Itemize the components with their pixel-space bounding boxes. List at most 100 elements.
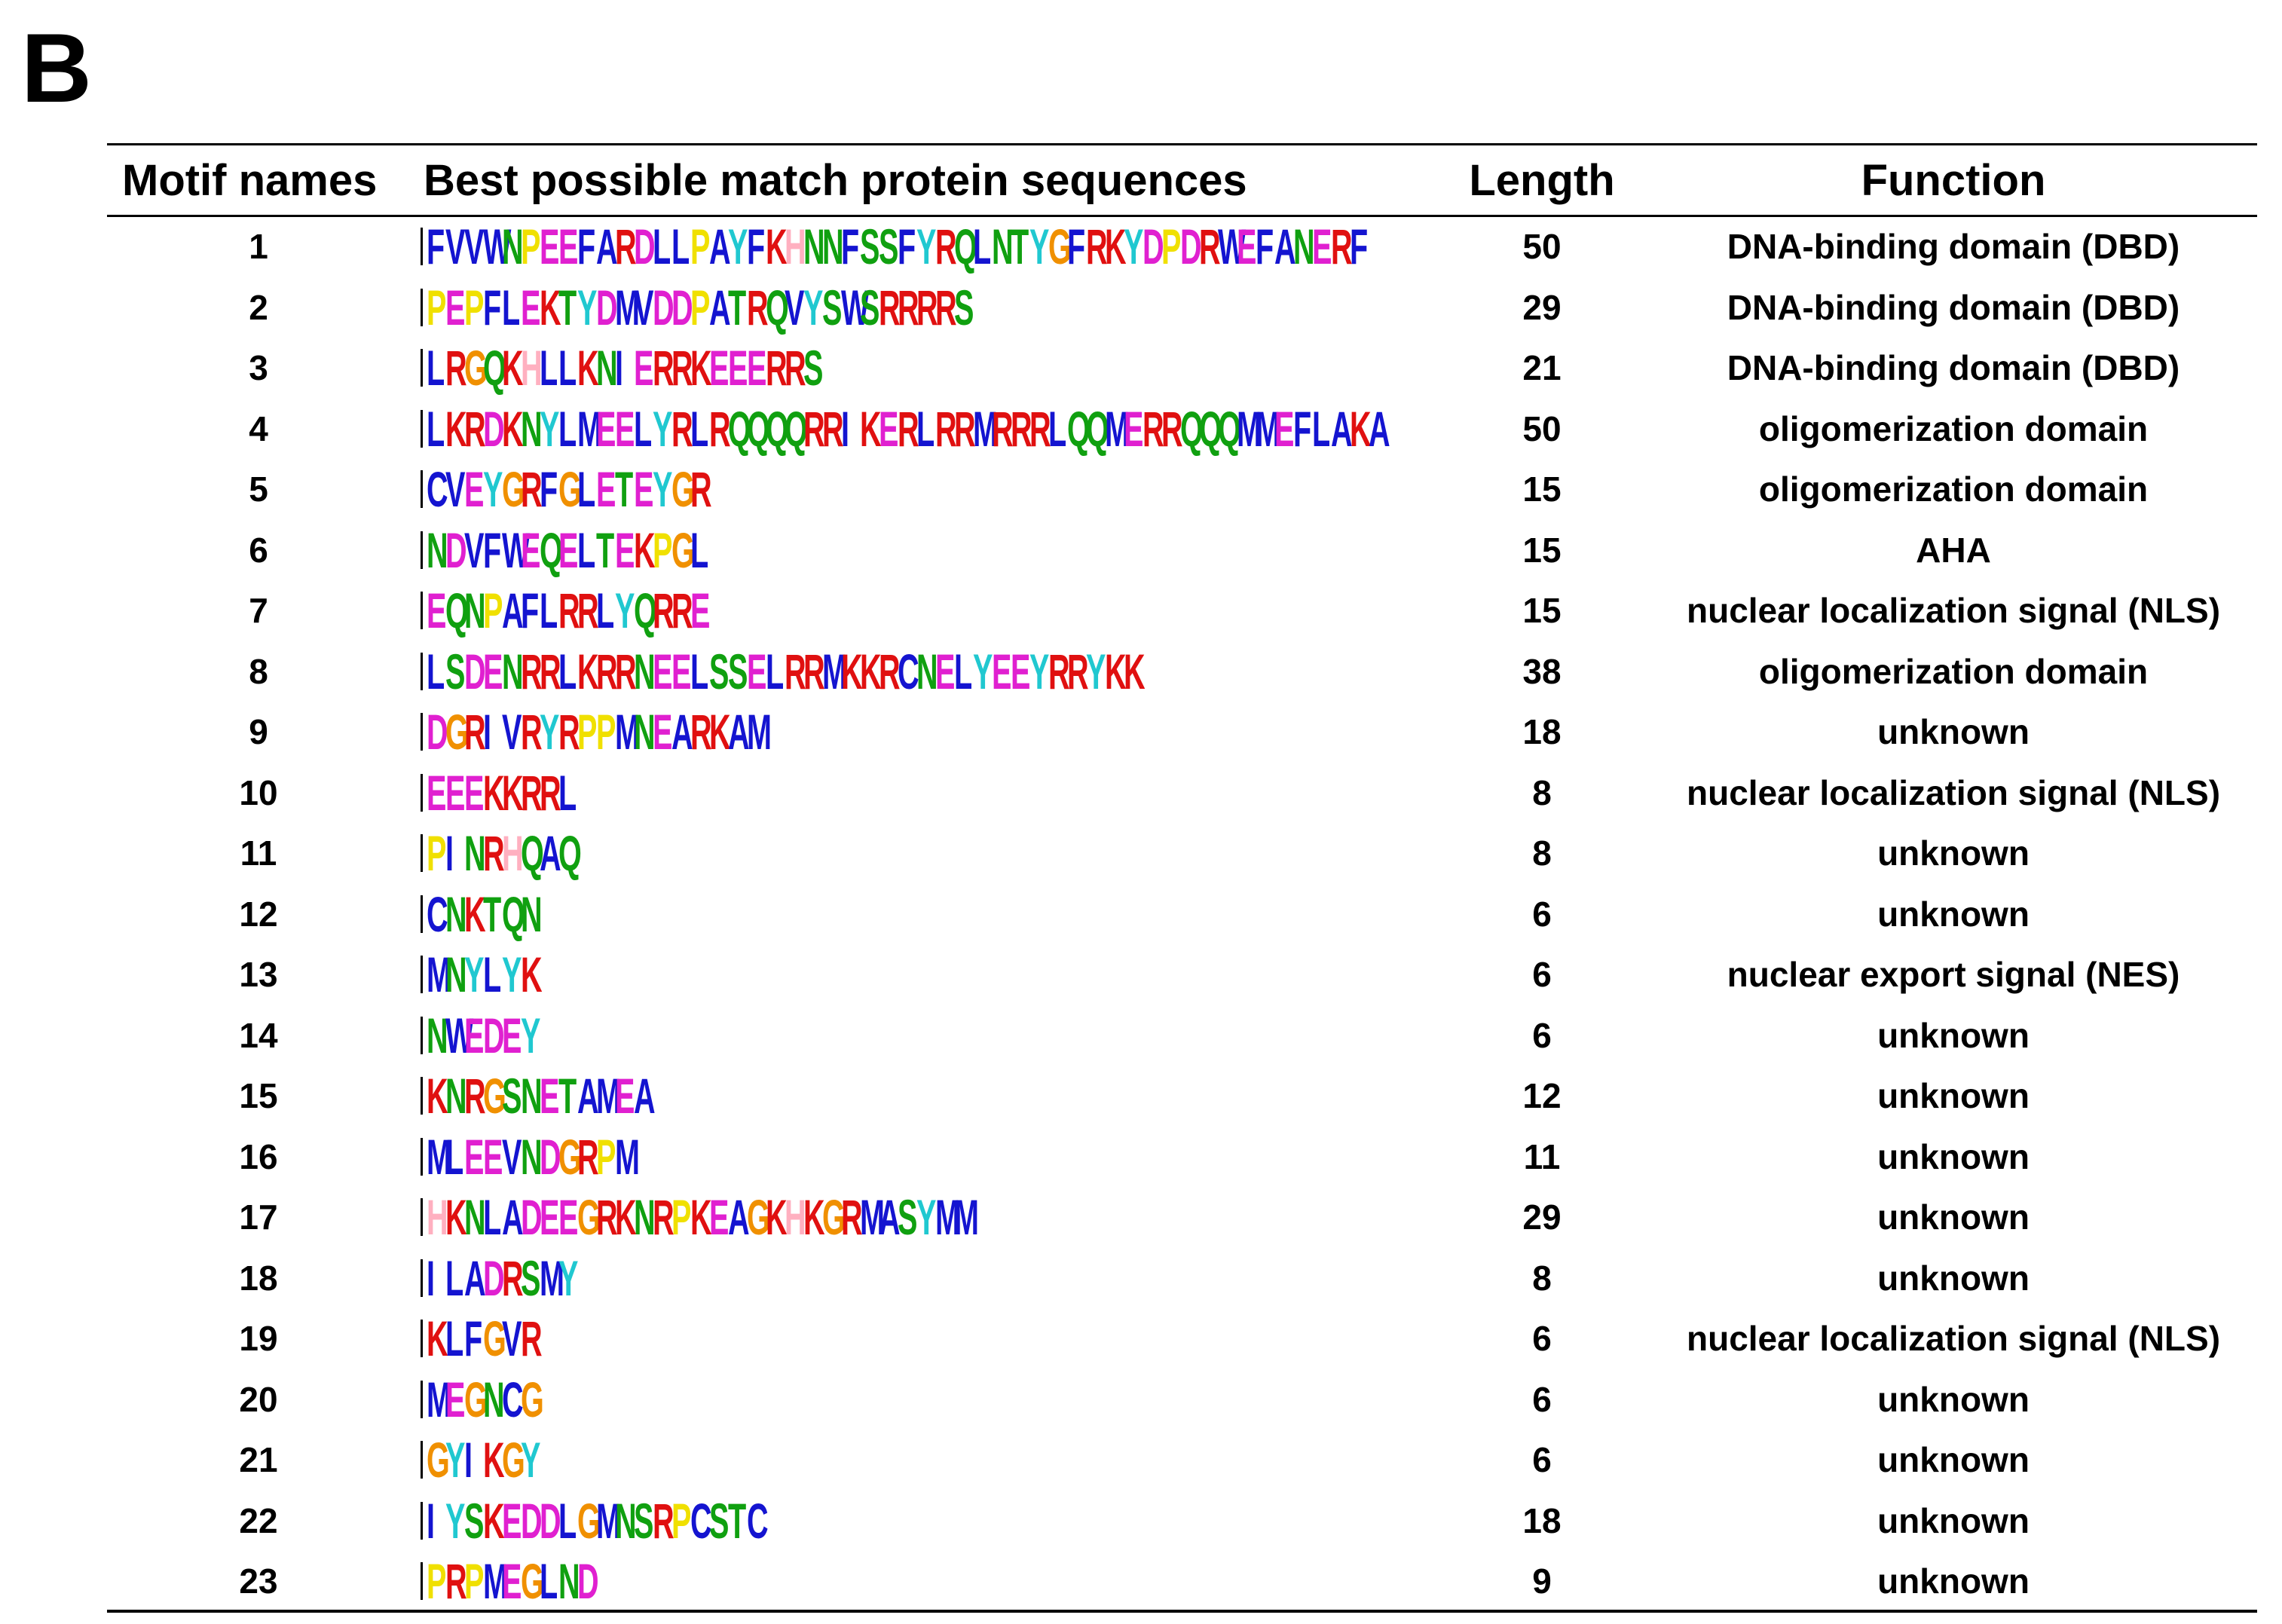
header-cell: Length	[1469, 156, 1615, 205]
sequence-logo: MNYLYK	[427, 947, 543, 1002]
function: unknown	[1877, 1561, 2030, 1601]
function: DNA-binding domain (DBD)	[1727, 287, 2180, 327]
bottom-rule	[107, 1610, 2257, 1613]
sequence-logo: LKRDKNYLMEELYRLRQQQQRRI KERLRRMRRRLQQMERR…	[427, 400, 1390, 457]
motif-name: 11	[240, 833, 277, 873]
function: unknown	[1877, 1197, 2030, 1237]
motif-name: 7	[249, 591, 268, 630]
logo-axis	[421, 1320, 423, 1357]
logo-axis	[421, 288, 423, 326]
panel-label: B	[21, 13, 92, 123]
motif-name: 23	[239, 1561, 278, 1601]
motif-name: 8	[249, 651, 268, 691]
function: unknown	[1877, 1379, 2030, 1419]
logo-axis	[421, 1441, 423, 1479]
sequence-logo: KNRGSNETAMEA	[427, 1068, 656, 1124]
function: unknown	[1877, 1136, 2030, 1176]
sequence-logo: EQNPAFLRRLYQRRE	[427, 583, 711, 638]
logo-axis	[421, 652, 423, 690]
sequence-logo: LSDENRRLKRRNEELSSELRRMKKRCNELYEEYRRYKK	[427, 643, 1146, 699]
length: 21	[1522, 348, 1562, 387]
logo-axis	[421, 228, 423, 265]
logo-axis	[421, 409, 423, 448]
sequence-logo: CVEYGRFGLETEYGR	[427, 461, 712, 517]
length: 6	[1532, 1440, 1552, 1479]
logo-axis	[421, 1077, 423, 1115]
logo-axis	[421, 1259, 423, 1297]
length: 6	[1532, 1319, 1552, 1358]
motif-name: 4	[249, 408, 268, 448]
length: 29	[1522, 1197, 1562, 1237]
sequence-logo: DGRI VRYRPPMNEARKAM	[427, 704, 772, 760]
motif-name: 10	[239, 772, 278, 812]
motif-name: 14	[239, 1015, 278, 1055]
function: oligomerization domain	[1758, 469, 2149, 509]
sequence-logo: I LADRSMY	[427, 1249, 579, 1306]
function: oligomerization domain	[1758, 408, 2149, 448]
length: 6	[1532, 894, 1552, 934]
logo-axis	[421, 470, 423, 508]
sequence-logo: NDVFWEQELTEKPGL	[427, 521, 709, 578]
length: 8	[1532, 772, 1552, 812]
motif-name: 12	[239, 894, 278, 934]
sequence-logo: MLEEVNDGRPM	[427, 1128, 640, 1185]
length: 6	[1532, 1015, 1552, 1055]
function: unknown	[1877, 894, 2030, 934]
motif-name: 15	[239, 1076, 278, 1115]
logo-axis	[421, 592, 423, 629]
motif-name: 6	[249, 530, 268, 570]
length: 18	[1522, 712, 1562, 751]
function: nuclear localization signal (NLS)	[1686, 772, 2221, 812]
sequence-logo: GYI KGY	[427, 1432, 541, 1488]
logo-axis	[421, 1137, 423, 1176]
sequence-logo: KLFGVR	[427, 1311, 543, 1366]
length: 6	[1532, 1379, 1552, 1419]
sequence-logo: PEPFLEKTYDMVDDPATRQVYSWSRRRRS	[427, 279, 974, 335]
length: 50	[1522, 227, 1562, 266]
logo-axis	[421, 531, 423, 569]
length: 8	[1532, 1258, 1552, 1298]
motif-name: 9	[249, 712, 268, 751]
motif-name: 17	[239, 1197, 278, 1237]
header-rule	[107, 215, 2257, 217]
function: nuclear localization signal (NLS)	[1686, 1319, 2221, 1358]
logo-axis	[421, 1501, 423, 1540]
motif-name: 18	[239, 1258, 278, 1298]
function: unknown	[1877, 833, 2030, 873]
logo-axis	[421, 773, 423, 812]
logo-axis	[421, 1380, 423, 1418]
logo-axis	[421, 1198, 423, 1236]
header-cell: Function	[1861, 156, 2046, 205]
function: unknown	[1877, 1500, 2030, 1540]
logo-axis	[421, 349, 423, 387]
sequence-logo: FVVWNPEEFARDLLPAYFKHNNFSSFYRQLNTYGFRKYDP…	[427, 219, 1369, 274]
logo-axis	[421, 895, 423, 933]
logo-axis	[421, 1562, 423, 1600]
header-cell: Best possible match protein sequences	[424, 156, 1247, 205]
motif-name: 21	[239, 1440, 278, 1479]
sequence-logo: PRPMEGLND	[427, 1553, 599, 1609]
length: 18	[1522, 1500, 1562, 1540]
logo-axis	[421, 713, 423, 751]
motif-name: 1	[249, 227, 268, 266]
function: DNA-binding domain (DBD)	[1727, 348, 2180, 387]
header-cell: Motif names	[122, 156, 378, 205]
length: 9	[1532, 1561, 1552, 1601]
logo-axis	[421, 956, 423, 993]
motif-name: 3	[249, 348, 268, 387]
sequence-logo: NWEDEY	[427, 1007, 541, 1063]
motif-name: 2	[249, 287, 268, 327]
sequence-logo: CNKTQN	[427, 885, 543, 942]
sequence-logo: EEEKKRRL	[427, 764, 577, 821]
function: unknown	[1877, 712, 2030, 751]
sequence-logo: MEGNCG	[427, 1371, 544, 1427]
length: 8	[1532, 833, 1552, 873]
function: AHA	[1916, 530, 1991, 570]
logo-axis	[421, 834, 423, 872]
function: DNA-binding domain (DBD)	[1727, 227, 2180, 266]
length: 15	[1522, 469, 1562, 509]
motif-name: 16	[239, 1136, 278, 1176]
sequence-logo: HKNLADEEGRKNRPKEAGKHKGRMASYMM	[427, 1189, 979, 1245]
length: 38	[1522, 651, 1562, 691]
